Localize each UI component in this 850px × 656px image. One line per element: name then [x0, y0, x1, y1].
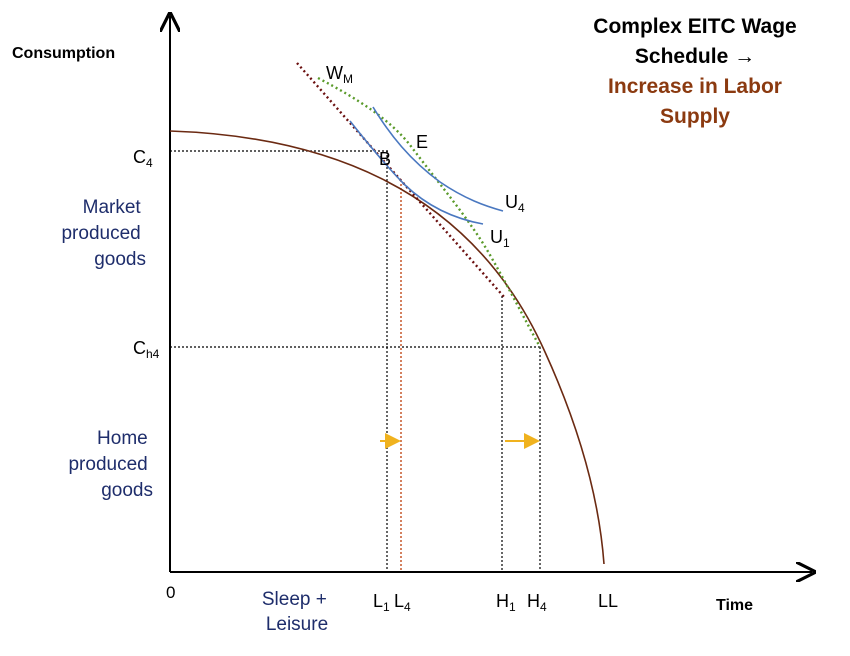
indifference-curve-u1	[349, 120, 484, 225]
title-line-2: Schedule →	[634, 45, 756, 68]
l1-tick-label: L1	[373, 591, 390, 614]
x-axis-label: Time	[716, 597, 753, 614]
title-line-3: Increase in Labor	[608, 75, 782, 98]
l4-tick-label: L4	[394, 591, 411, 614]
h4-tick-label: H4	[527, 591, 547, 614]
point-e-label: E	[416, 132, 428, 152]
market-goods-label: Market produced goods	[61, 197, 146, 270]
eitc-wage-line	[317, 76, 542, 348]
y-axis-label: Consumption	[12, 45, 115, 62]
diagram-title: Complex EITC Wage Schedule → Increase in…	[560, 12, 830, 132]
c4-label: C4	[133, 147, 153, 170]
ch4-label: Ch4	[133, 338, 160, 361]
indifference-curve-u4	[372, 106, 504, 212]
sleep-leisure-label: Sleep + Leisure	[262, 589, 332, 635]
h1-tick-label: H1	[496, 591, 516, 614]
title-line-4: Supply	[659, 105, 730, 128]
u1-curve-label: U1	[490, 227, 510, 250]
production-frontier-curve	[169, 130, 605, 565]
point-b-label: B	[379, 149, 391, 169]
u4-curve-label: U4	[505, 192, 525, 215]
wm-curve-label: WM	[326, 63, 353, 86]
origin-label: 0	[166, 583, 175, 602]
home-goods-label: Home produced goods	[68, 428, 153, 501]
title-line-1: Complex EITC Wage	[593, 15, 797, 38]
ll-tick-label: LL	[598, 591, 618, 611]
